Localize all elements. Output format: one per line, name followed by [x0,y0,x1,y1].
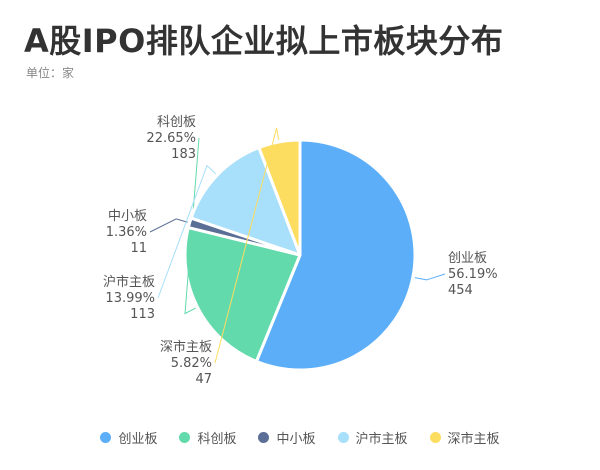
legend-item[interactable]: 深市主板 [429,428,500,447]
legend-swatch [258,432,270,443]
slice-label-value: 113 [130,307,155,322]
slice-label-value: 47 [195,372,212,387]
pie-slice-5[interactable] [257,138,302,257]
chart-title: A股IPO排队企业拟上市板块分布 [24,22,504,60]
leader-line-1 [414,273,446,281]
slice-label-value: 454 [448,283,473,298]
legend-swatch [337,432,349,443]
slice-label-percent: 56.19% [448,267,498,282]
slice-label-percent: 22.65% [146,131,196,146]
chart-legend: 创业板 科创板 中小板 沪市主板 深市主板 [0,428,600,447]
legend-label: 创业板 [118,432,158,447]
slice-label-name: 创业板 [448,251,487,266]
slice-label-percent: 1.36% [106,225,147,240]
legend-swatch [429,432,441,443]
legend-label: 沪市主板 [355,432,408,447]
pie-slice-2[interactable] [183,226,302,363]
leader-line-4 [157,164,217,299]
slice-label-name: 深市主板 [160,339,212,355]
unit-label: 单位：家 [26,66,75,80]
legend-item[interactable]: 创业板 [100,428,157,447]
slice-label-name: 中小板 [108,209,147,224]
slice-label-name: 科创板 [157,115,196,130]
legend-swatch [179,432,191,443]
legend-label: 深市主板 [447,432,500,447]
slice-label-percent: 13.99% [105,291,155,306]
legend-swatch [100,432,112,443]
legend-item[interactable]: 中小板 [258,428,316,447]
slice-label-percent: 5.82% [171,356,212,371]
legend-label: 中小板 [276,432,316,447]
legend-item[interactable]: 沪市主板 [337,428,408,447]
leader-line-2 [184,137,200,315]
pie-slice-4[interactable] [189,146,302,257]
slice-label-value: 183 [171,147,196,162]
leader-line-5 [214,128,280,364]
legend-label: 科创板 [197,432,237,447]
slice-label-name: 沪市主板 [103,274,155,290]
legend-item[interactable]: 科创板 [179,428,236,447]
leader-line-3 [149,218,188,233]
slice-label-value: 11 [130,241,147,256]
pie-slice-1[interactable] [254,138,417,372]
